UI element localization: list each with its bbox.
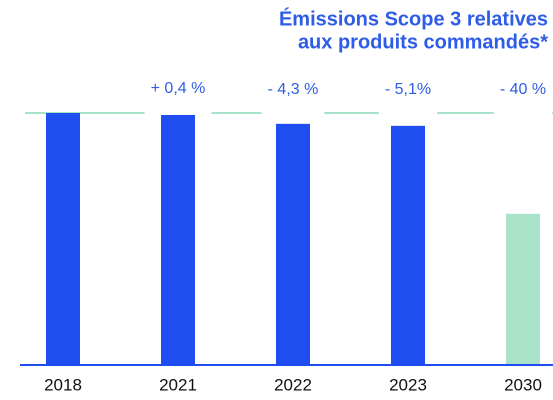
x-tick-label: 2030 — [504, 375, 542, 394]
value-label: - 40 % — [500, 81, 546, 98]
x-tick-label: 2018 — [44, 375, 82, 394]
value-label: - 5,1% — [385, 81, 431, 98]
value-label: + 0,4 % — [151, 80, 206, 97]
value-label: - 4,3 % — [268, 81, 319, 98]
x-tick-label: 2021 — [159, 375, 197, 394]
label-background — [144, 78, 212, 115]
label-background — [261, 79, 325, 115]
label-background — [378, 79, 438, 115]
bar — [161, 111, 195, 365]
bar — [506, 213, 540, 365]
bar — [46, 113, 80, 365]
bar — [391, 125, 425, 366]
x-tick-label: 2022 — [274, 375, 312, 394]
chart-title: Émissions Scope 3 relatives — [279, 7, 548, 30]
chart-title: aux produits commandés* — [298, 31, 548, 53]
bar — [276, 123, 310, 365]
x-tick-label: 2023 — [389, 375, 427, 394]
label-background — [493, 79, 553, 115]
